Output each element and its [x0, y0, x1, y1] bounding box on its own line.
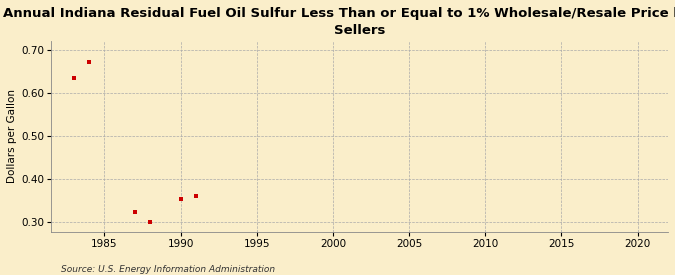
Point: [175, 197, 186, 202]
Point: [130, 209, 140, 214]
Point: [68, 75, 79, 80]
Title: Annual Indiana Residual Fuel Oil Sulfur Less Than or Equal to 1% Wholesale/Resal: Annual Indiana Residual Fuel Oil Sulfur …: [3, 7, 675, 37]
Text: Source: U.S. Energy Information Administration: Source: U.S. Energy Information Administ…: [61, 265, 275, 274]
Point: [84, 60, 95, 65]
Point: [190, 194, 201, 199]
Point: [144, 220, 155, 225]
Y-axis label: Dollars per Gallon: Dollars per Gallon: [7, 89, 17, 183]
